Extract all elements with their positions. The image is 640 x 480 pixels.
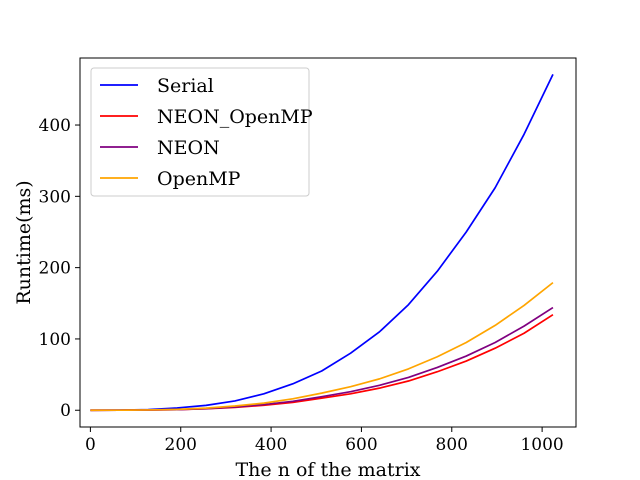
x-tick-label: 400: [255, 435, 287, 455]
x-tick-label: 600: [345, 435, 377, 455]
axes-frame: [79, 57, 577, 428]
x-tick-label: 200: [165, 435, 197, 455]
x-tick-label: 1000: [520, 435, 563, 455]
series-layer: [90, 74, 554, 412]
legend: Serial NEON_OpenMP NEON OpenMP: [90, 67, 313, 197]
legend-box: [90, 67, 310, 197]
y-tick-label: 400: [39, 116, 71, 136]
y-tick-label: 300: [39, 187, 71, 207]
y-tick-label: 0: [60, 401, 71, 421]
axes-layer: 0 200 400 600 800 1000 0 100 200 300 400: [39, 57, 577, 455]
x-tick-label: 0: [85, 435, 96, 455]
y-tick-label: 200: [39, 259, 71, 279]
series-line-serial: [90, 74, 554, 412]
y-tick-label: 100: [39, 330, 71, 350]
legend-entry-label: NEON_OpenMP: [157, 106, 313, 128]
legend-entry-label: Serial: [157, 75, 214, 97]
series-line-openmp: [90, 281, 554, 412]
legend-entry-label: OpenMP: [157, 168, 241, 190]
legend-entry-label: NEON: [157, 137, 220, 159]
x-axis-label: The n of the matrix: [236, 459, 421, 480]
y-axis-label: Runtime(ms): [13, 180, 35, 304]
x-tick-label: 800: [436, 435, 468, 455]
